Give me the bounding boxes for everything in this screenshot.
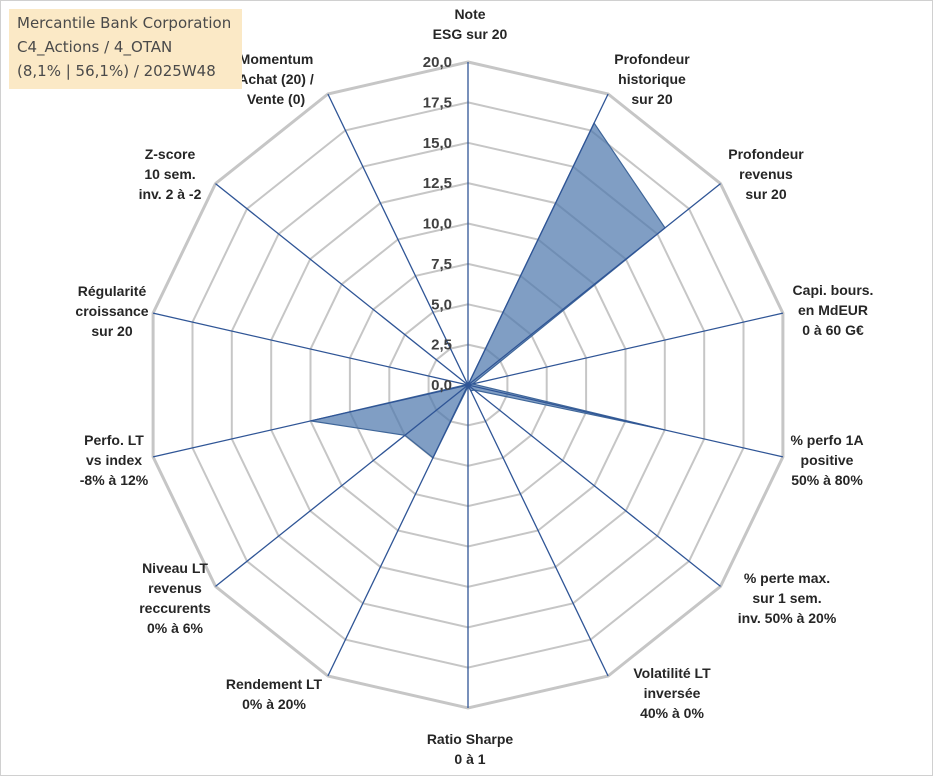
axis-label: Z-score 10 sem. inv. 2 à -2 — [139, 146, 202, 202]
axis-spoke — [215, 183, 469, 386]
axis-spoke — [215, 384, 469, 587]
axis-label-line: revenus — [148, 580, 202, 596]
axis-label-line: Vente (0) — [247, 91, 305, 107]
axis-label: Profondeur revenus sur 20 — [728, 146, 804, 202]
axis-label-line: 0 à 60 G€ — [802, 322, 864, 338]
axis-spoke — [467, 384, 721, 587]
axis-label-line: Volatilité LT — [633, 665, 711, 681]
axis-label-line: 0 à 1 — [454, 751, 485, 767]
stats-label: (8,1% | 56,1%) / 2025W48 — [17, 62, 216, 80]
axis-spoke — [467, 384, 609, 677]
axis-label-line: Profondeur — [728, 146, 804, 162]
axis-label-line: Perfo. LT — [84, 432, 144, 448]
radial-tick-label: 12,5 — [423, 175, 452, 192]
axis-label: Perfo. LT vs index -8% à 12% — [80, 432, 149, 488]
axis-label-line: en MdEUR — [798, 302, 868, 318]
axis-label-line: % perfo 1A — [790, 432, 863, 448]
axis-label-line: 10 sem. — [144, 166, 195, 182]
axis-label-line: Ratio Sharpe — [427, 731, 514, 747]
axis-label-line: sur 1 sem. — [752, 590, 821, 606]
axis-label-line: 0% à 20% — [242, 696, 306, 712]
axis-label: Niveau LT revenus reccurents 0% à 6% — [139, 560, 211, 636]
axis-spoke — [467, 384, 784, 458]
axis-label: Régularité croissance sur 20 — [75, 283, 148, 339]
axis-label-line: vs index — [86, 452, 142, 468]
radial-tick-label: 5,0 — [431, 296, 452, 313]
axis-label-line: inv. 2 à -2 — [139, 186, 202, 202]
axis-label-line: Capi. bours. — [793, 282, 874, 298]
axis-label-line: croissance — [75, 303, 148, 319]
axis-label-line: -8% à 12% — [80, 472, 149, 488]
axis-spoke — [327, 384, 469, 677]
axis-label: Capi. bours. en MdEUR 0 à 60 G€ — [793, 282, 874, 338]
axis-spoke — [467, 312, 784, 386]
axis-spoke — [467, 183, 721, 386]
axis-label-line: 0% à 6% — [147, 620, 204, 636]
radial-tick-label: 20,0 — [423, 54, 452, 71]
axis-label: Note ESG sur 20 — [433, 6, 508, 42]
chart-title-box: Mercantile Bank Corporation C4_Actions /… — [9, 9, 242, 89]
axis-label: Profondeur historique sur 20 — [614, 51, 690, 107]
axis-label-line: % perte max. — [744, 570, 830, 586]
series-area — [310, 121, 666, 459]
axis-label-line: reccurents — [139, 600, 211, 616]
axis-label: % perte max. sur 1 sem. inv. 50% à 20% — [738, 570, 837, 626]
axis-label-line: positive — [801, 452, 854, 468]
axis-label-line: historique — [618, 71, 686, 87]
axis-spoke — [152, 312, 469, 386]
axis-label-line: Note — [454, 6, 485, 22]
radial-tick-label: 7,5 — [431, 256, 452, 273]
radial-tick-label: 15,0 — [423, 135, 452, 152]
radial-tick-label: 10,0 — [423, 216, 452, 233]
axis-label-line: Z-score — [145, 146, 196, 162]
axis-label-line: sur 20 — [91, 323, 132, 339]
axis-label-line: Achat (20) / — [238, 71, 314, 87]
company-name: Mercantile Bank Corporation — [17, 14, 232, 32]
axis-spoke — [467, 93, 609, 386]
axis-label: Momentum Achat (20) / Vente (0) — [238, 51, 314, 107]
axis-label-line: ESG sur 20 — [433, 26, 508, 42]
axis-label-line: inversée — [644, 685, 701, 701]
axis-label-line: Niveau LT — [142, 560, 208, 576]
axis-label: Ratio Sharpe 0 à 1 — [427, 731, 514, 767]
axis-label-line: inv. 50% à 20% — [738, 610, 837, 626]
axis-label-line: revenus — [739, 166, 793, 182]
axis-spoke — [327, 93, 469, 386]
axis-label-line: Profondeur — [614, 51, 690, 67]
category-label: C4_Actions / 4_OTAN — [17, 38, 173, 56]
axis-label: % perfo 1A positive 50% à 80% — [790, 432, 863, 488]
axis-label-line: sur 20 — [631, 91, 672, 107]
radial-tick-label: 17,5 — [423, 94, 452, 111]
axis-label: Volatilité LT inversée 40% à 0% — [633, 665, 711, 721]
axis-label-line: Rendement LT — [226, 676, 323, 692]
axis-label-line: 50% à 80% — [791, 472, 863, 488]
axis-spoke — [152, 384, 469, 458]
axis-label-line: Momentum — [239, 51, 314, 67]
radial-tick-label: 2,5 — [431, 337, 452, 354]
axis-label: Rendement LT 0% à 20% — [226, 676, 323, 712]
axis-label-line: Régularité — [78, 283, 147, 299]
axis-label-line: 40% à 0% — [640, 705, 704, 721]
axis-label-line: sur 20 — [745, 186, 786, 202]
radial-tick-label: 0,0 — [431, 377, 452, 394]
